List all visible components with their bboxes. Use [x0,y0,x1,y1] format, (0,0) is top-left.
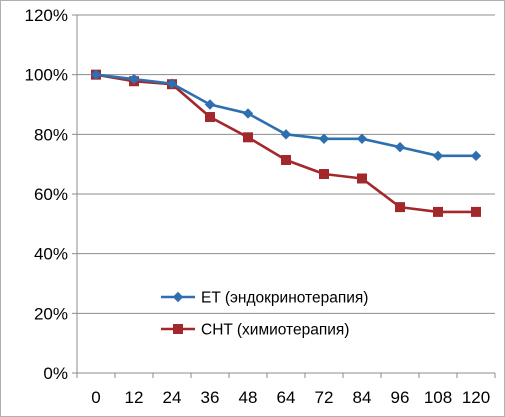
data-point-marker [470,150,482,162]
y-tick-label: 60% [34,185,68,204]
data-point-marker [357,173,367,184]
data-point-marker [319,169,329,180]
y-tick-label: 0% [43,364,68,383]
legend-entry: ET (эндокринотерапия) [161,290,368,307]
data-point-marker [172,291,184,303]
data-point-marker [471,206,481,217]
data-point-marker [318,133,330,145]
x-tick-label: 84 [353,388,372,407]
x-tick-label: 24 [163,388,182,407]
x-tick-label: 0 [91,388,100,407]
legend: ET (эндокринотерапия) CHT (химиотерапия) [161,290,368,339]
legend-label: CHT (химиотерапия) [201,322,349,339]
series-line [95,73,476,158]
data-point-marker [395,202,405,213]
data-point-marker [281,154,291,165]
gridlines [77,14,495,314]
y-tick-label: 40% [34,245,68,264]
data-point-marker [128,73,140,85]
data-point-marker [394,141,406,153]
data-point-marker [433,206,443,217]
data-point-marker [432,150,444,162]
data-point-marker [90,69,102,80]
x-tick-label: 120 [462,388,490,407]
y-tick-labels: 0% 20% 40% 60% 80% 100% 120% [25,6,68,383]
y-tick-label: 20% [34,304,68,323]
series-et [90,69,482,162]
y-tick-label: 100% [25,66,68,85]
axes [72,14,496,378]
x-tick-label: 12 [125,388,144,407]
legend-entry: CHT (химиотерапия) [161,322,349,339]
x-tick-label: 72 [315,388,334,407]
x-tick-label: 36 [201,388,220,407]
x-tick-labels: 0 12 24 36 48 64 72 84 96 108 120 [91,388,490,407]
data-point-marker [243,132,253,143]
data-point-marker [204,99,216,110]
data-point-marker [242,108,254,119]
x-tick-label: 108 [424,388,452,407]
x-tick-label: 64 [277,388,296,407]
x-tick-label: 48 [239,388,258,407]
legend-label: ET (эндокринотерапия) [201,290,368,307]
data-point-marker [205,112,215,123]
y-tick-label: 80% [34,125,68,144]
y-tick-label: 120% [25,6,68,25]
data-point-marker [173,324,183,334]
data-point-marker [356,133,368,145]
x-tick-label: 96 [391,388,410,407]
series-layer [90,69,482,217]
data-point-marker [166,78,178,89]
data-point-marker [280,129,292,140]
series-line [95,73,476,214]
